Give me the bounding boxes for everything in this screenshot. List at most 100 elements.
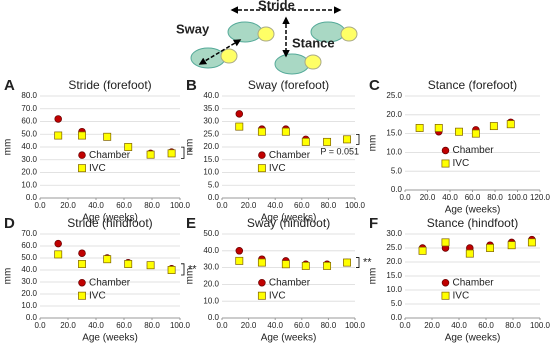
ivc-point [441, 238, 450, 247]
legend-marker [78, 164, 86, 173]
ivc-point [343, 258, 351, 267]
ivc-point [489, 122, 498, 131]
ivc-point [507, 241, 516, 250]
x-tick-label: 40.0 [88, 201, 104, 210]
chamber-point [235, 247, 244, 255]
ivc-point [465, 249, 474, 258]
y-tick-label: 5.0 [391, 299, 403, 308]
paw [304, 54, 322, 70]
legend-label: IVC [269, 163, 286, 174]
ivc-point [323, 261, 332, 270]
sway-arrow [198, 39, 242, 65]
y-tick-label: 80.0 [21, 91, 37, 100]
y-tick-label: 0.0 [208, 193, 220, 202]
significance-bracket [181, 263, 185, 276]
x-axis-label: Age (weeks) [445, 205, 501, 216]
panel-letter: D [4, 215, 15, 232]
legend-label: IVC [89, 163, 106, 174]
y-axis-label: mm [185, 268, 196, 285]
y-tick-label: 35.0 [203, 104, 219, 113]
x-tick-label: 100.0 [345, 321, 366, 330]
y-tick-label: 25.0 [386, 243, 402, 252]
x-tick-label: 120.0 [530, 193, 550, 202]
x-axis-label: Age (weeks) [82, 213, 138, 224]
x-tick-label: 0.0 [216, 201, 228, 210]
legend-marker [78, 151, 86, 159]
y-tick-label: 30.0 [203, 263, 219, 272]
x-tick-label: 60.0 [116, 201, 132, 210]
annotation: ** [188, 263, 197, 275]
significance-bracket [356, 257, 360, 268]
x-tick-label: 0.0 [34, 201, 46, 210]
ivc-point [78, 131, 86, 140]
x-tick-label: 60.0 [478, 321, 494, 330]
chamber-point [54, 115, 62, 123]
annotation: P = 0.051 [320, 147, 359, 157]
diagram-label: Sway [176, 21, 210, 36]
x-tick-label: 60.0 [294, 201, 310, 210]
paw [227, 21, 263, 43]
ivc-point [418, 246, 427, 255]
ivc-point [301, 137, 310, 146]
y-tick-label: 25.0 [203, 129, 219, 138]
ivc-point [167, 266, 176, 274]
chamber-point [78, 249, 86, 257]
y-tick-label: 20.0 [21, 168, 37, 177]
y-tick-label: 60.0 [21, 117, 37, 126]
ivc-point [167, 149, 176, 158]
chart-title: Stride (hindfoot) [67, 216, 152, 230]
y-tick-label: 15.0 [386, 129, 402, 138]
ivc-point [103, 132, 112, 141]
x-tick-label: 20.0 [424, 321, 440, 330]
y-tick-label: 20.0 [203, 280, 219, 289]
y-tick-label: 0.0 [26, 193, 38, 202]
y-tick-label: 40.0 [203, 246, 219, 255]
legend-marker [78, 278, 86, 287]
y-axis-label: mm [368, 268, 379, 285]
x-tick-label: 100.0 [170, 201, 191, 210]
ivc-point [54, 250, 63, 259]
ivc-point [415, 124, 424, 132]
y-axis-label: mm [368, 135, 379, 152]
x-tick-label: 20.0 [241, 201, 257, 210]
panel-letter: C [369, 77, 380, 94]
y-tick-label: 70.0 [21, 104, 37, 113]
x-axis-label: Age (weeks) [445, 333, 501, 343]
legend-label: IVC [453, 290, 470, 301]
legend-label: IVC [269, 290, 286, 301]
ivc-point [301, 261, 310, 270]
y-tick-label: 30.0 [21, 155, 37, 164]
legend-marker [441, 278, 450, 287]
x-axis-label: Age (weeks) [261, 333, 317, 343]
ivc-point [281, 260, 290, 269]
y-tick-label: 5.0 [391, 166, 403, 175]
x-tick-label: 80.0 [321, 321, 337, 330]
y-axis-label: mm [3, 139, 14, 156]
legend-label: Chamber [89, 150, 131, 161]
y-tick-label: 50.0 [203, 229, 219, 238]
y-tick-label: 30.0 [386, 229, 402, 238]
annotation: ** [363, 256, 372, 268]
x-tick-label: 0.0 [216, 321, 228, 330]
x-axis-label: Age (weeks) [82, 333, 138, 343]
chart-title: Stance (hindfoot) [427, 216, 518, 230]
chart-title: Stride (forefoot) [68, 78, 151, 92]
y-tick-label: 5.0 [208, 180, 220, 189]
ivc-point [235, 256, 244, 265]
y-tick-label: 40.0 [21, 265, 37, 274]
ivc-point [54, 131, 63, 140]
ivc-point [146, 261, 155, 270]
paw [190, 47, 226, 69]
ivc-point [506, 120, 515, 129]
y-tick-label: 20.0 [386, 110, 402, 119]
x-tick-label: 20.0 [60, 201, 76, 210]
paw [340, 26, 358, 42]
gait-diagram: Stride Sway Stance [176, 0, 358, 75]
legend-marker [441, 146, 450, 155]
y-tick-label: 20.0 [386, 257, 402, 266]
x-tick-label: 100.0 [530, 321, 550, 330]
y-tick-label: 15.0 [386, 271, 402, 280]
panel-letter: F [369, 215, 378, 232]
x-tick-label: 40.0 [267, 201, 283, 210]
